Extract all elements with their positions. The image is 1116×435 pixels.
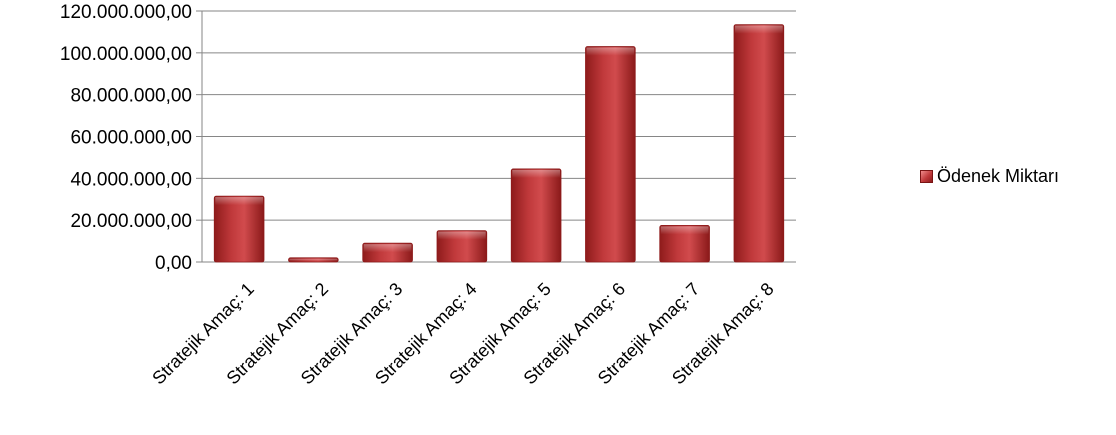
bar [585,46,636,263]
gridlines [196,10,796,263]
bar [733,24,785,263]
y-tick-label: 60.000.000,00 [70,128,192,149]
bar-highlight [586,47,635,56]
y-tick-label: 20.000.000,00 [70,211,192,232]
bar-highlight [512,169,560,178]
y-tick-label: 80.000.000,00 [70,86,192,107]
bar-highlight [363,244,412,253]
bar-highlight [735,25,783,34]
legend-swatch [920,170,933,183]
bar-highlight [215,197,263,206]
bar-body [659,224,710,263]
bar [362,242,413,263]
bar [213,195,265,263]
bar-body [733,24,785,263]
bar-highlight [438,231,486,240]
bar [510,168,562,263]
bar-highlight [660,226,709,235]
bar [288,257,339,263]
bar-body [585,46,636,263]
bar [659,224,710,263]
bar-body [510,168,562,263]
y-tick-label: 0,00 [155,253,192,274]
legend-label: Ödenek Miktarı [937,166,1060,186]
bar-highlight [289,258,338,261]
bar-body [213,195,265,263]
y-tick-label: 40.000.000,00 [70,169,192,190]
y-tick-label: 100.000.000,00 [60,44,192,65]
legend: Ödenek Miktarı [920,166,1059,187]
y-tick-label: 120.000.000,00 [60,2,192,23]
bar [436,230,488,263]
y-axis-tick-labels: 0,00 20.000.000,00 40.000.000,00 60.000.000… [60,2,192,274]
bars [213,24,785,263]
